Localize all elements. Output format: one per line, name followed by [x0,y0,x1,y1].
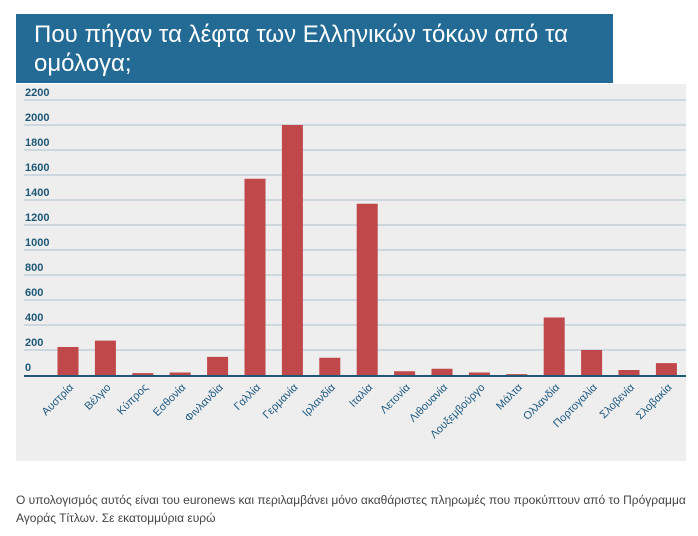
y-tick-label: 1800 [25,137,49,149]
x-tick-label: Γαλλία [232,381,264,413]
y-tick-label: 1000 [25,237,49,249]
y-tick-label: 800 [25,262,43,274]
y-tick-label: 1600 [25,162,49,174]
gridlines [24,99,686,351]
y-tick-label: 200 [25,337,43,349]
x-tick-label: Φινλανδία [183,381,226,424]
bars [57,125,677,375]
x-tick-label: Γερμανία [261,381,301,421]
bar [431,368,453,375]
y-axis-ticks: 0 200 400 600 800 1000 1200 1400 1600 1800 2000 220… [25,87,49,374]
bar [394,371,416,375]
x-tick-label: Μάλτα [494,381,525,412]
bar-chart: 0 200 400 600 800 1000 1200 1400 1600 1800 2000 220… [24,87,686,441]
x-tick-label: Σλοβακία [634,381,675,422]
x-tick-label: Ιταλία [347,381,376,410]
x-tick-label: Κύπρος [115,382,151,418]
bar [207,356,229,375]
bar [506,374,528,375]
y-tick-label: 600 [25,287,43,299]
y-tick-label: 1400 [25,187,49,199]
bar [57,347,79,375]
chart-title: Που πήγαν τα λέφτα των Ελληνικών τόκων α… [34,21,568,77]
y-tick-label: 400 [25,312,43,324]
bar [319,357,341,375]
title-banner: Που πήγαν τα λέφτα των Ελληνικών τόκων α… [16,14,613,83]
x-tick-label: Λετονία [378,381,413,416]
bar [618,370,640,375]
bar [468,372,490,375]
bar [581,350,603,375]
y-tick-label: 0 [25,362,31,374]
bar [132,373,154,375]
y-tick-label: 2000 [25,112,49,124]
bar [655,363,677,375]
x-tick-label: Ιρλανδία [300,381,338,419]
x-tick-label: Αυστρία [40,381,77,418]
bar [94,340,116,375]
x-tick-label: Βέλγιο [83,382,114,413]
bar [244,178,266,375]
y-tick-label: 2200 [25,87,49,99]
y-tick-label: 1200 [25,212,49,224]
x-tick-label: Σλοβενία [598,381,638,421]
x-tick-label: Εσθονία [151,381,189,419]
chart-panel [16,84,686,461]
bar [281,125,303,375]
bar [356,203,378,375]
bar [543,317,565,375]
chart-caption: Ο υπολογισμός αυτός είναι του euronews κ… [16,493,686,525]
bar [169,372,191,375]
